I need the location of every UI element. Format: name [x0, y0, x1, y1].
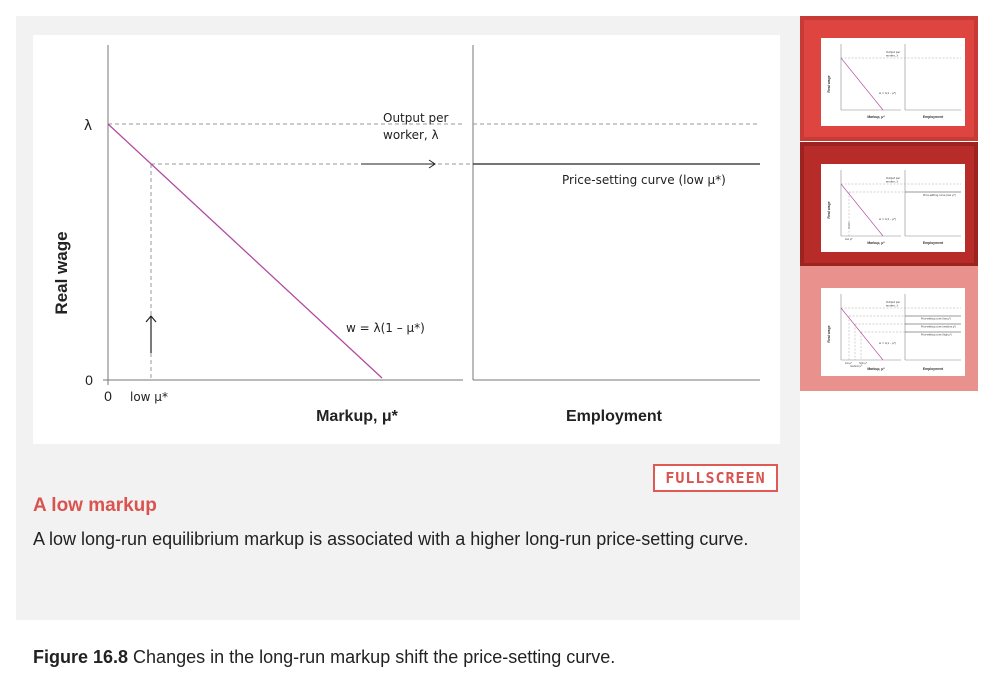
thumbnail-step-1[interactable]: Real wage Output per worker, λ w = λ(1 –… — [800, 16, 978, 141]
thumb3-eq: w = λ(1 – μ*) — [879, 341, 896, 345]
price-setting-diagram: Real wage λ 0 0 low μ* Output per worker… — [52, 45, 760, 425]
figure-number: Figure 16.8 — [33, 647, 129, 667]
step-description: A low long-run equilibrium markup is ass… — [33, 529, 749, 549]
thumb3-high: high μ* — [859, 362, 868, 365]
thumb2-output2: worker, λ — [886, 180, 898, 184]
thumb1-output2: worker, λ — [886, 54, 898, 58]
fullscreen-button[interactable]: FULLSCREEN — [653, 464, 778, 492]
output-label-line1: Output per — [383, 111, 448, 125]
thumbnail-3-diagram: Real wage Output per worker, λ Price-set… — [827, 294, 961, 371]
thumb3-output2: worker, λ — [886, 304, 898, 308]
wage-markup-line — [107, 123, 383, 379]
output-label-line2: worker, λ — [383, 128, 439, 142]
thumb3-psc2: Price-setting curve (medium μ*) — [921, 326, 956, 329]
thumbnail-2-diagram: Real wage Output per worker, λ Price-set… — [827, 170, 961, 245]
step-title: A low markup — [33, 495, 157, 516]
thumb3-low: low μ* — [845, 362, 853, 365]
thumb3-medium: medium μ* — [850, 365, 863, 368]
thumb2-xr: Employment — [923, 241, 944, 245]
thumb2-psc: Price-setting curve (low μ*) — [923, 194, 956, 197]
thumb3-psc3: Price-setting curve (high μ*) — [921, 334, 952, 337]
thumb1-eq: w = λ(1 – μ*) — [879, 91, 896, 95]
thumb1-output1: Output per — [886, 50, 901, 54]
thumb3-ylabel: Real wage — [827, 325, 831, 342]
thumb1-xr: Employment — [923, 115, 944, 119]
wage-equation-label: w = λ(1 – μ*) — [346, 321, 425, 335]
thumb3-xr: Employment — [923, 367, 944, 371]
x-axis-label-employment: Employment — [566, 408, 663, 425]
step-thumbnails: Real wage Output per worker, λ w = λ(1 –… — [800, 16, 978, 392]
thumb2-output1: Output per — [886, 176, 901, 180]
thumbnail-2-canvas: Real wage Output per worker, λ Price-set… — [821, 164, 965, 252]
x-axis-label-markup: Markup, μ* — [316, 408, 399, 425]
thumb3-psc1: Price-setting curve (low μ*) — [921, 318, 951, 321]
diagram-canvas: Real wage λ 0 0 low μ* Output per worker… — [33, 35, 780, 444]
thumb2-eq: w = λ(1 – μ*) — [879, 217, 896, 221]
y-axis-label: Real wage — [52, 231, 71, 314]
figure-caption-text: Changes in the long-run markup shift the… — [128, 647, 616, 667]
thumb2-xl: Markup, μ* — [867, 241, 885, 245]
thumb2-ylabel: Real wage — [827, 201, 831, 218]
low-markup-label: low μ* — [130, 390, 168, 404]
thumb3-output1: Output per — [886, 300, 901, 304]
price-setting-curve-label: Price-setting curve (low μ*) — [562, 173, 726, 187]
lambda-tick-label: λ — [84, 118, 92, 134]
thumb2-low: low μ* — [845, 238, 853, 241]
thumbnail-1-diagram: Real wage Output per worker, λ w = λ(1 –… — [827, 44, 961, 119]
thumbnail-1-canvas: Real wage Output per worker, λ w = λ(1 –… — [821, 38, 965, 126]
x-zero-label: 0 — [104, 388, 112, 404]
thumb3-xl: Markup, μ* — [867, 367, 885, 371]
thumbnail-step-2[interactable]: Real wage Output per worker, λ Price-set… — [800, 142, 978, 267]
figure-panel: Real wage λ 0 0 low μ* Output per worker… — [16, 16, 800, 620]
thumb1-ylabel: Real wage — [827, 75, 831, 92]
thumbnail-step-3[interactable]: Real wage Output per worker, λ Price-set… — [800, 266, 978, 391]
y-zero-label: 0 — [85, 372, 93, 388]
thumbnail-3-canvas: Real wage Output per worker, λ Price-set… — [821, 288, 965, 376]
figure-caption: Figure 16.8 Changes in the long-run mark… — [33, 647, 615, 668]
thumb1-xl: Markup, μ* — [867, 115, 885, 119]
